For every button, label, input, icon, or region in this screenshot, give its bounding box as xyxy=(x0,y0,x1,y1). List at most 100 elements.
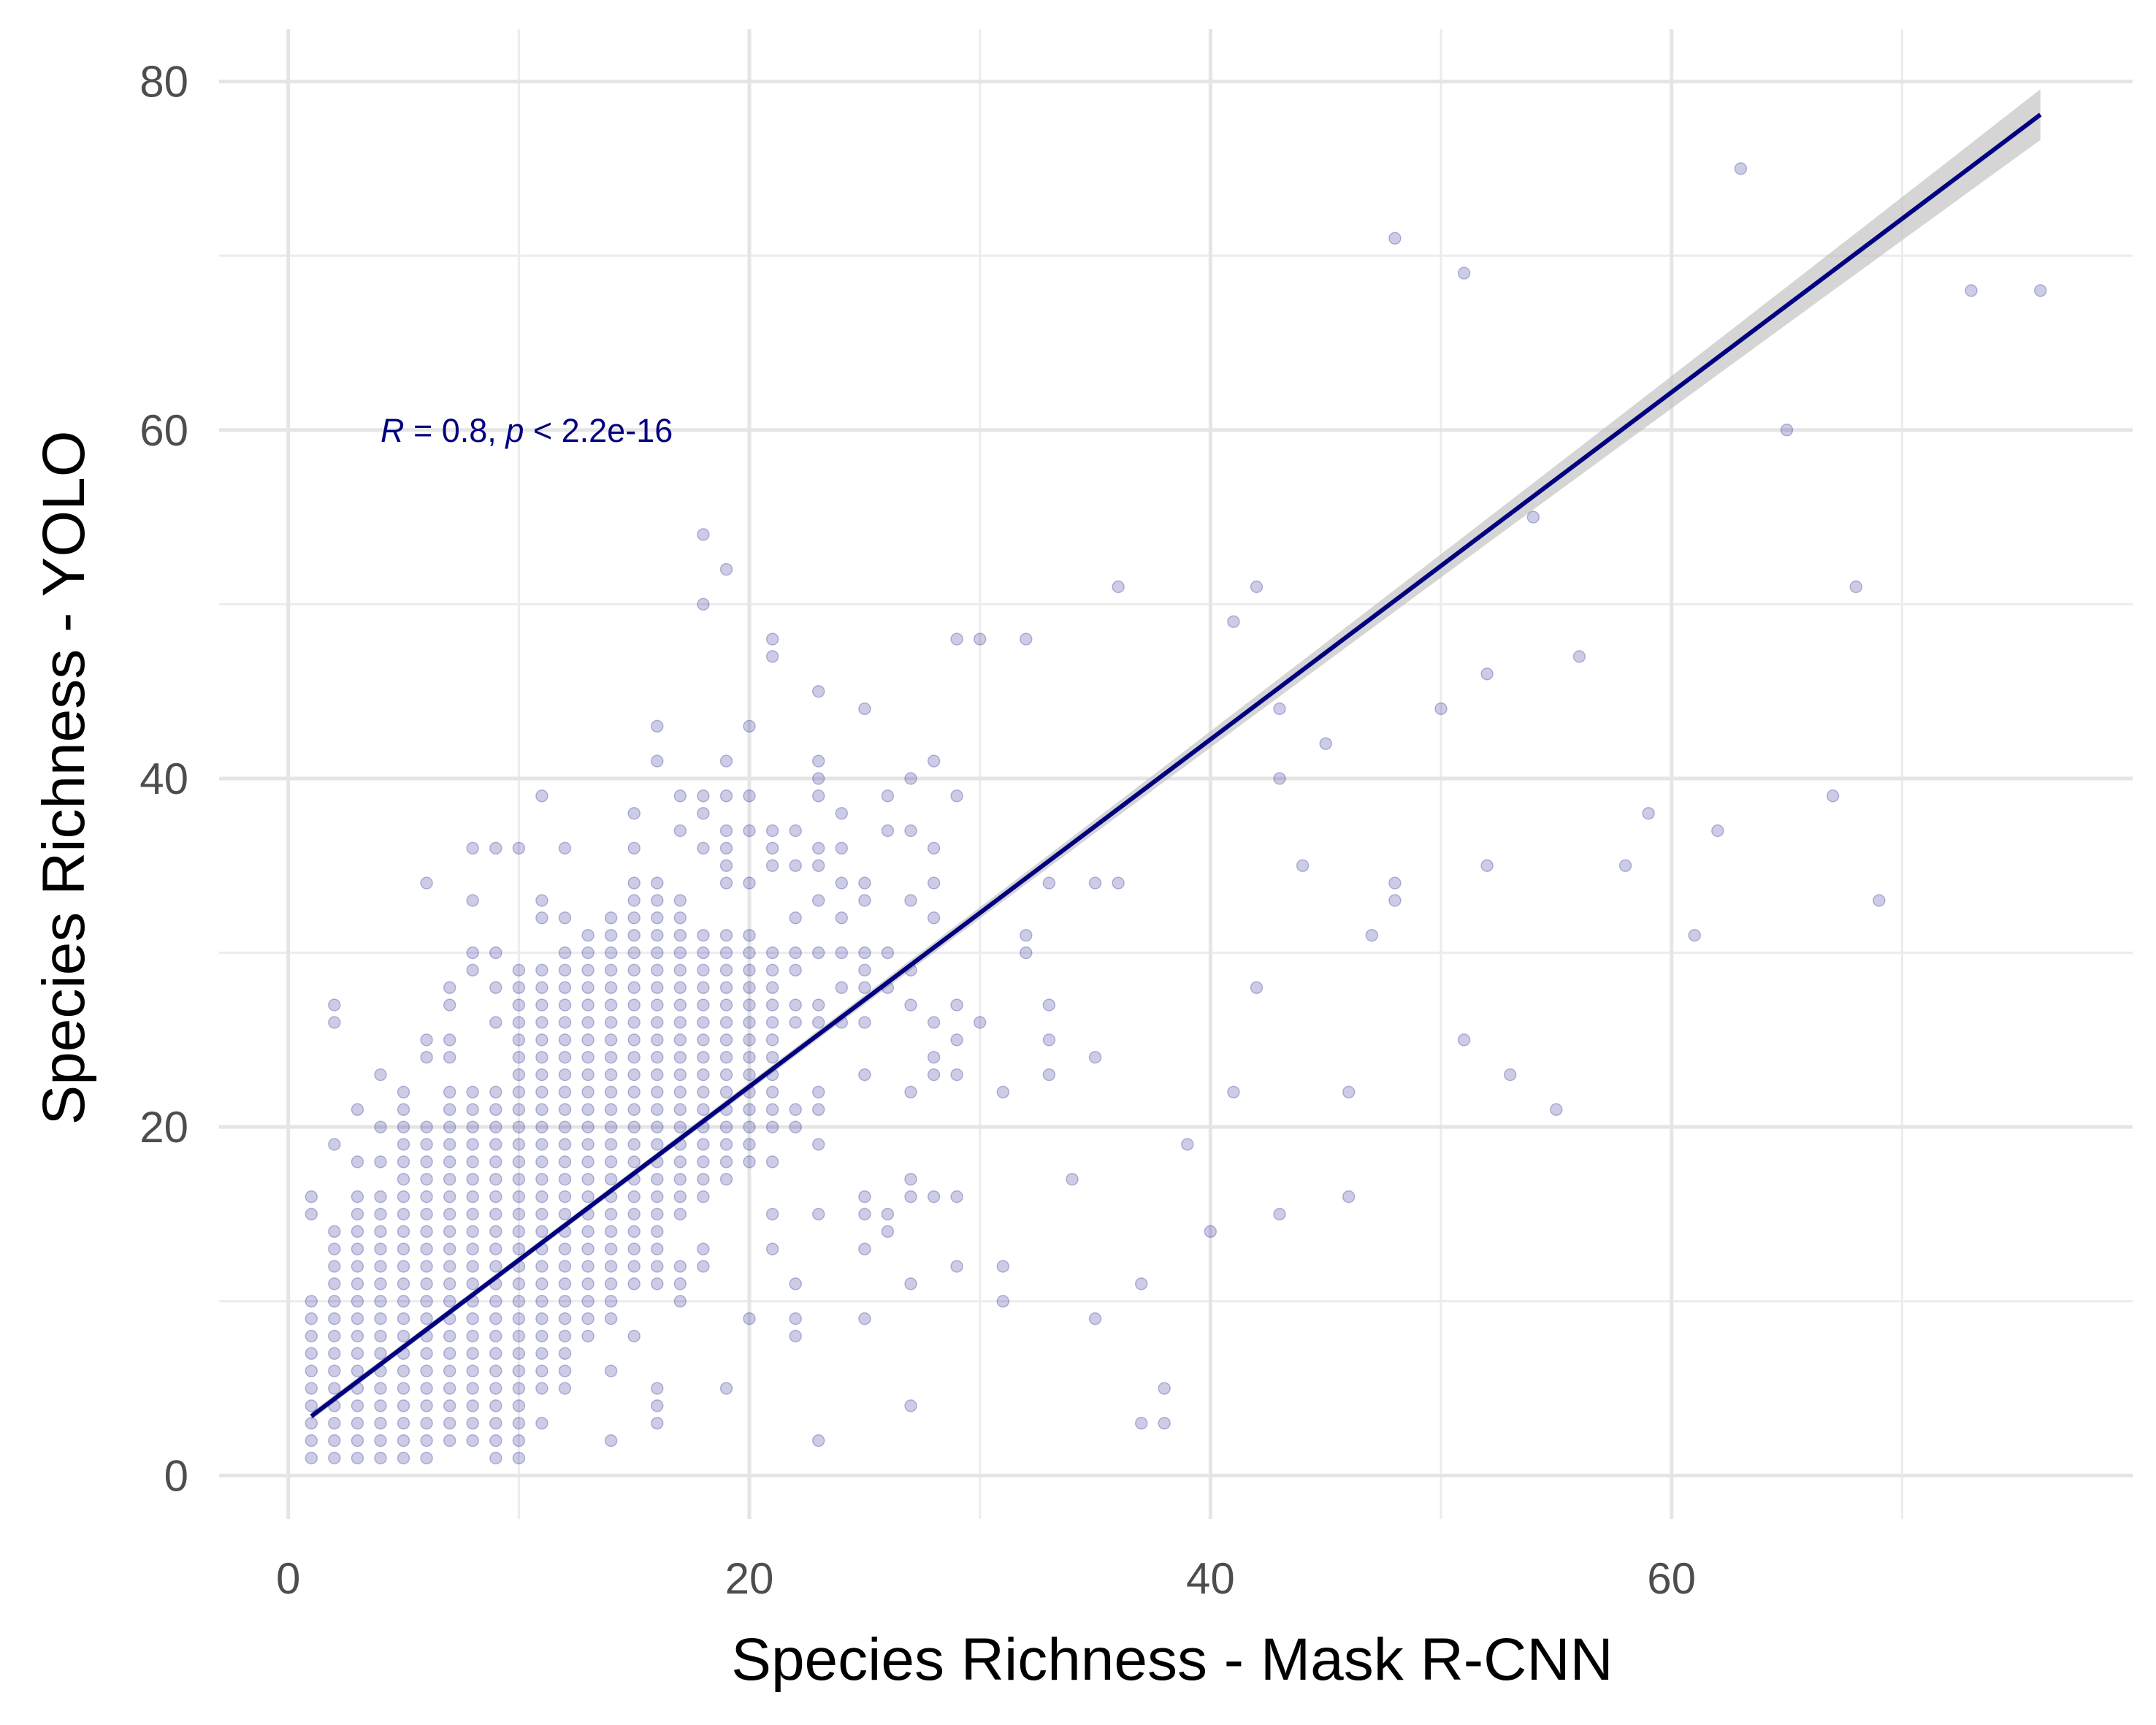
data-point xyxy=(466,841,479,855)
data-point xyxy=(1457,1033,1471,1047)
data-point xyxy=(651,1050,664,1064)
data-point xyxy=(512,1172,526,1186)
data-point xyxy=(743,789,756,803)
data-point xyxy=(604,911,618,925)
data-point xyxy=(651,1016,664,1029)
data-point xyxy=(743,1138,756,1151)
data-point xyxy=(627,946,641,960)
data-point xyxy=(1134,1417,1148,1430)
data-point xyxy=(558,1190,572,1204)
data-point xyxy=(950,789,963,803)
data-point xyxy=(950,998,963,1011)
data-point xyxy=(627,928,641,942)
data-point xyxy=(627,981,641,995)
data-point xyxy=(351,1417,364,1430)
data-point xyxy=(858,981,871,995)
data-point xyxy=(1388,876,1402,890)
data-point xyxy=(1618,859,1632,873)
data-point xyxy=(627,1103,641,1117)
data-point xyxy=(443,1172,456,1186)
data-point xyxy=(512,1451,526,1465)
data-point xyxy=(1088,1312,1102,1326)
data-point xyxy=(535,998,548,1011)
data-point xyxy=(1134,1277,1148,1290)
data-point xyxy=(351,1190,364,1204)
data-point xyxy=(604,1120,618,1133)
data-point xyxy=(673,911,687,925)
data-point xyxy=(351,1434,364,1447)
data-point xyxy=(558,1033,572,1047)
data-point xyxy=(443,1260,456,1273)
data-point xyxy=(697,1190,710,1204)
data-point xyxy=(581,1050,595,1064)
data-point xyxy=(1319,737,1332,750)
data-point xyxy=(1227,615,1240,628)
data-point xyxy=(512,1382,526,1395)
data-point xyxy=(697,789,710,803)
y-tick-label: 80 xyxy=(139,58,188,107)
data-point xyxy=(697,1260,710,1273)
data-point xyxy=(535,1295,548,1308)
data-point xyxy=(2033,284,2047,297)
data-point xyxy=(719,1068,733,1082)
data-point xyxy=(489,1155,502,1169)
data-point xyxy=(673,963,687,977)
data-point xyxy=(489,841,502,855)
data-point xyxy=(743,1120,756,1133)
data-point xyxy=(651,1277,664,1290)
data-point xyxy=(558,1120,572,1133)
data-point xyxy=(1480,859,1494,873)
data-point xyxy=(328,1295,341,1308)
data-point xyxy=(673,1277,687,1290)
data-point xyxy=(374,1120,387,1133)
data-point xyxy=(466,963,479,977)
data-point xyxy=(351,1399,364,1412)
data-point xyxy=(904,772,917,785)
data-point xyxy=(466,946,479,960)
data-point xyxy=(558,998,572,1011)
data-point xyxy=(420,1260,433,1273)
data-point xyxy=(719,859,733,873)
data-point xyxy=(651,1207,664,1221)
data-point xyxy=(604,1277,618,1290)
data-point xyxy=(719,981,733,995)
data-point xyxy=(1642,806,1655,820)
data-point xyxy=(765,1207,779,1221)
data-point xyxy=(466,1138,479,1151)
data-point xyxy=(627,1260,641,1273)
data-point xyxy=(651,1382,664,1395)
data-point xyxy=(489,1434,502,1447)
data-point xyxy=(581,1068,595,1082)
data-point xyxy=(328,1260,341,1273)
data-point xyxy=(604,1138,618,1151)
data-point xyxy=(697,928,710,942)
data-point xyxy=(858,894,871,907)
data-point xyxy=(858,702,871,716)
data-point xyxy=(558,1364,572,1377)
data-point xyxy=(811,894,825,907)
data-point xyxy=(558,1329,572,1343)
data-point xyxy=(351,1207,364,1221)
data-point xyxy=(512,1033,526,1047)
data-point xyxy=(743,1016,756,1029)
data-point xyxy=(535,1347,548,1361)
data-point xyxy=(558,1207,572,1221)
data-point xyxy=(881,789,895,803)
data-point xyxy=(651,1190,664,1204)
data-point xyxy=(581,1103,595,1117)
data-point xyxy=(466,1190,479,1204)
data-point xyxy=(673,1155,687,1169)
data-point xyxy=(305,1207,318,1221)
data-point xyxy=(466,1417,479,1430)
data-point xyxy=(328,1451,341,1465)
data-point xyxy=(811,998,825,1011)
data-point xyxy=(558,1138,572,1151)
data-point xyxy=(719,1138,733,1151)
data-point xyxy=(581,1172,595,1186)
data-point xyxy=(673,1295,687,1308)
data-point xyxy=(443,1033,456,1047)
data-point xyxy=(305,1312,318,1326)
data-point xyxy=(697,597,710,611)
x-tick-label: 0 xyxy=(276,1554,300,1603)
data-point xyxy=(581,1329,595,1343)
